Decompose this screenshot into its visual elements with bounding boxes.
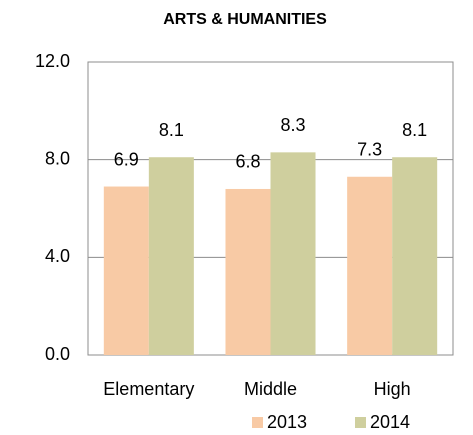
x-tick-label: High	[374, 379, 411, 399]
y-tick-label: 12.0	[35, 51, 70, 71]
x-tick-label: Middle	[244, 379, 297, 399]
data-label: 6.9	[114, 149, 139, 169]
bar	[392, 157, 438, 355]
bar	[225, 188, 271, 355]
y-tick-label: 8.0	[45, 148, 70, 168]
legend-swatch	[252, 417, 263, 428]
data-label: 8.1	[159, 120, 184, 140]
data-label: 8.3	[280, 115, 305, 135]
data-label: 6.8	[235, 152, 260, 172]
bar	[347, 176, 393, 355]
y-tick-label: 0.0	[45, 344, 70, 364]
data-label: 8.1	[402, 120, 427, 140]
chart-title: ARTS & HUMANITIES	[163, 11, 327, 28]
bar	[103, 186, 149, 355]
legend-label: 2014	[370, 412, 410, 432]
bar	[270, 152, 316, 355]
y-tick-label: 4.0	[45, 246, 70, 266]
legend-swatch	[355, 417, 366, 428]
bar	[148, 157, 194, 355]
legend-label: 2013	[267, 412, 307, 432]
data-label: 7.3	[357, 140, 382, 160]
x-tick-label: Elementary	[103, 379, 194, 399]
